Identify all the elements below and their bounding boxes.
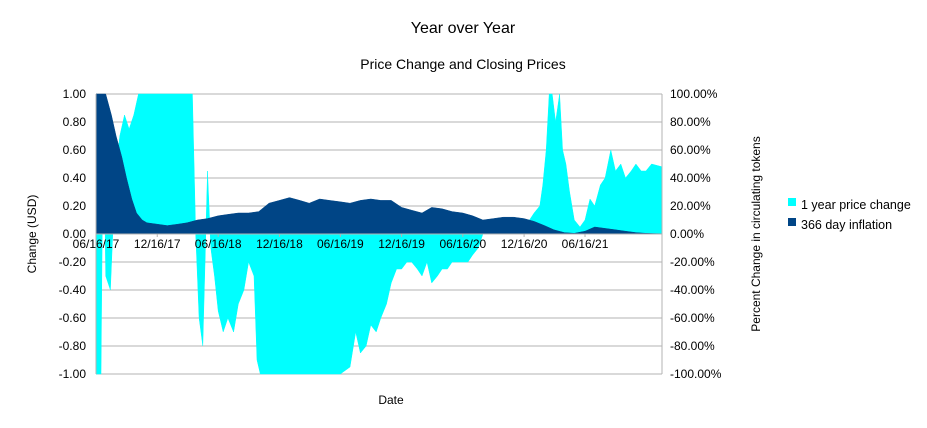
x-tick-label: 06/16/21	[562, 237, 609, 251]
right-tick-label: 80.00%	[670, 115, 711, 129]
right-tick-label: 100.00%	[670, 87, 718, 101]
x-tick-label: 06/16/20	[439, 237, 486, 251]
left-tick-label: 0.60	[63, 143, 87, 157]
right-tick-label: 40.00%	[670, 171, 711, 185]
x-axis-ticks: 06/16/17 12/16/17 06/16/18 12/16/18 06/16/19…	[73, 234, 609, 251]
right-tick-label: -40.00%	[670, 283, 715, 297]
left-tick-label: 0.80	[63, 115, 87, 129]
left-axis-ticks: 1.00 0.80 0.60 0.40 0.20 0.00 -0.20 -0.40 -0.60 -…	[59, 87, 87, 381]
left-axis-label: Change (USD)	[25, 195, 39, 274]
legend-label-price-change: 1 year price change	[801, 198, 911, 212]
legend-swatch-inflation	[788, 218, 796, 226]
legend: 1 year price change 366 day inflation	[788, 198, 911, 232]
x-tick-label: 12/16/17	[134, 237, 181, 251]
left-tick-label: -0.40	[59, 283, 87, 297]
x-tick-label: 12/16/20	[501, 237, 548, 251]
chart-title: Year over Year	[411, 20, 516, 37]
x-tick-label: 06/16/17	[73, 237, 120, 251]
left-tick-label: -0.60	[59, 311, 87, 325]
x-tick-label: 12/16/18	[256, 237, 303, 251]
right-axis-ticks: 100.00% 80.00% 60.00% 40.00% 20.00% 0.00% -20.…	[670, 87, 722, 381]
left-tick-label: 0.20	[63, 199, 87, 213]
plot-area	[95, 93, 663, 375]
left-tick-label: -0.20	[59, 255, 87, 269]
series-area-inflation	[95, 93, 663, 235]
chart-subtitle: Price Change and Closing Prices	[360, 56, 565, 72]
right-tick-label: -100.00%	[670, 367, 722, 381]
right-tick-label: -20.00%	[670, 255, 715, 269]
right-axis-label: Percent Change in circulating tokens	[749, 136, 763, 331]
left-tick-label: -0.80	[59, 339, 87, 353]
right-tick-label: 60.00%	[670, 143, 711, 157]
right-tick-label: 20.00%	[670, 199, 711, 213]
legend-swatch-price-change	[788, 198, 796, 206]
x-tick-label: 06/16/18	[195, 237, 242, 251]
left-tick-label: 0.40	[63, 171, 87, 185]
x-tick-label: 12/16/19	[378, 237, 425, 251]
right-tick-label: 0.00%	[670, 227, 704, 241]
left-tick-label: -1.00	[59, 367, 87, 381]
legend-label-inflation: 366 day inflation	[801, 218, 892, 232]
x-tick-label: 06/16/19	[317, 237, 364, 251]
right-tick-label: -60.00%	[670, 311, 715, 325]
x-axis-label: Date	[378, 393, 404, 407]
left-tick-label: 1.00	[63, 87, 87, 101]
left-tick-label: 0.00	[63, 227, 87, 241]
right-tick-label: -80.00%	[670, 339, 715, 353]
